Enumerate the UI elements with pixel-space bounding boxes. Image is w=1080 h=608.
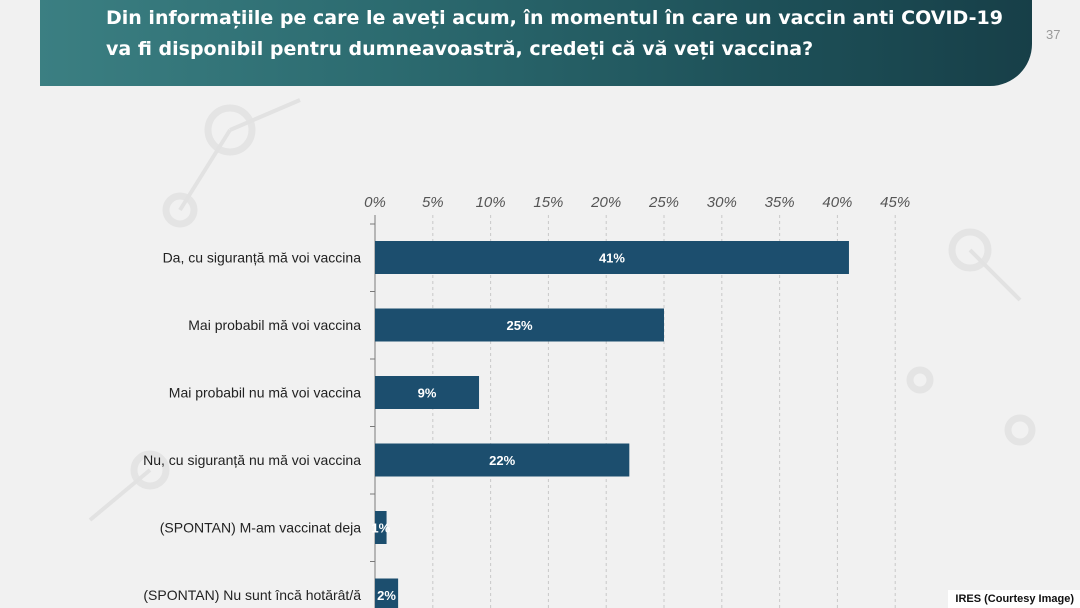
category-label: (SPONTAN) Nu sunt încă hotărât/ă: [143, 587, 361, 603]
x-tick-label: 5%: [422, 194, 444, 211]
bar-value-label: 41%: [599, 251, 625, 266]
x-tick-label: 15%: [533, 194, 563, 211]
x-tick-label: 40%: [822, 194, 852, 211]
x-tick-label: 35%: [765, 194, 795, 211]
bar-value-label: 9%: [418, 386, 437, 401]
title-banner: Din informațiile pe care le aveți acum, …: [40, 0, 1032, 86]
x-tick-label: 0%: [364, 194, 386, 211]
slide-title: Din informațiile pe care le aveți acum, …: [106, 7, 1003, 60]
bar-value-label: 2%: [377, 588, 396, 603]
bar: [375, 241, 849, 274]
category-label: Mai probabil mă voi vaccina: [188, 317, 361, 333]
category-label: Da, cu siguranță mă voi vaccina: [163, 250, 362, 266]
x-tick-label: 20%: [590, 194, 621, 211]
page-number: 37: [1046, 27, 1061, 42]
x-tick-label: 25%: [648, 194, 679, 211]
category-label: Nu, cu siguranță nu mă voi vaccina: [143, 452, 361, 468]
bar-value-label: 1%: [371, 521, 390, 536]
x-tick-label: 10%: [476, 194, 506, 211]
bar: [375, 308, 664, 342]
bar: [375, 376, 480, 409]
image-credit: IRES (Courtesy Image): [948, 590, 1080, 608]
bar-value-label: 22%: [489, 453, 515, 468]
x-tick-label: 45%: [880, 194, 910, 211]
bar: [375, 511, 387, 544]
category-label: Mai probabil nu mă voi vaccina: [169, 385, 361, 401]
bar: [375, 443, 630, 477]
bar-value-label: 25%: [506, 318, 532, 333]
category-label: (SPONTAN) M-am vaccinat deja: [160, 520, 361, 536]
bar: [375, 578, 399, 608]
x-tick-label: 30%: [707, 194, 737, 211]
